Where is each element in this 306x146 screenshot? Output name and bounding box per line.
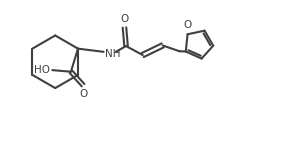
Text: O: O: [184, 20, 192, 30]
Text: O: O: [120, 14, 129, 24]
Text: NH: NH: [105, 49, 120, 59]
Text: O: O: [79, 89, 87, 99]
Text: HO: HO: [34, 65, 50, 75]
